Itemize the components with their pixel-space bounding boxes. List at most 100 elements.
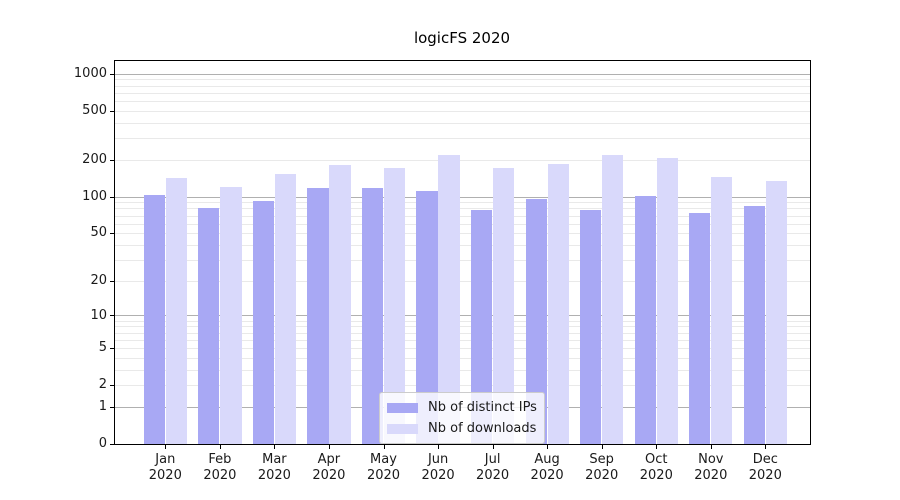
y-tick-label: 5 <box>98 340 107 355</box>
gridline-minor <box>115 101 810 102</box>
gridline-minor <box>115 216 810 217</box>
x-tick-label: Jun 2020 <box>421 452 455 483</box>
y-tickmark <box>110 281 114 282</box>
x-tickmark <box>165 445 167 449</box>
gridline-minor <box>115 160 810 161</box>
x-tickmark <box>438 445 440 449</box>
y-tickmark <box>110 444 114 445</box>
bar-downloads-jan <box>165 178 187 444</box>
gridline-minor <box>115 348 810 349</box>
x-tick-label: Feb 2020 <box>203 452 237 483</box>
legend-swatch-distinct-ips <box>387 402 418 413</box>
y-tickmark <box>110 385 114 386</box>
bar-distinct-ips-jun <box>416 190 438 444</box>
gridline-major <box>115 315 810 316</box>
y-tick-label: 2 <box>98 377 107 393</box>
legend: Nb of distinct IPs Nb of downloads <box>379 392 545 444</box>
x-tick-label: Jan 2020 <box>148 452 182 483</box>
gridline-major <box>115 74 810 75</box>
gridline-minor <box>115 358 810 359</box>
bar-distinct-ips-dec <box>743 205 765 444</box>
y-tick-label: 1000 <box>73 65 107 81</box>
x-tick-label: Aug 2020 <box>530 452 564 483</box>
gridline-minor <box>115 208 810 209</box>
gridline-minor <box>115 86 810 87</box>
gridline-minor <box>115 326 810 327</box>
y-tick-label: 0 <box>98 436 107 451</box>
gridline-minor <box>115 202 810 203</box>
bar-distinct-ips-mar <box>252 201 274 444</box>
y-tick-label: 100 <box>82 188 107 204</box>
bar-distinct-ips-jul <box>470 209 493 444</box>
bar-downloads-mar <box>274 173 297 444</box>
legend-label-distinct-ips: Nb of distinct IPs <box>428 400 537 415</box>
bar-downloads-aug <box>547 163 569 444</box>
x-tick-label: Jul 2020 <box>476 452 510 483</box>
bar-downloads-sep <box>602 154 624 444</box>
x-tickmark <box>656 445 658 449</box>
gridline-minor <box>115 333 810 334</box>
x-tick-label: Oct 2020 <box>639 452 673 483</box>
axis-spine-left <box>114 60 115 445</box>
bar-downloads-dec <box>765 181 787 444</box>
axis-spine-top <box>114 60 811 61</box>
bar-downloads-jul <box>493 167 515 444</box>
x-tickmark <box>765 445 767 449</box>
bar-distinct-ips-sep <box>580 209 602 444</box>
x-tick-label: Nov 2020 <box>694 452 728 483</box>
y-tickmark <box>110 160 114 161</box>
gridline-minor <box>115 340 810 341</box>
y-tickmark <box>110 233 114 234</box>
gridline-minor <box>115 224 810 225</box>
bar-downloads-may <box>383 167 406 444</box>
gridline-minor <box>115 93 810 94</box>
bar-distinct-ips-nov <box>689 213 711 444</box>
gridline-minor <box>115 385 810 386</box>
x-tick-label: May 2020 <box>366 452 401 483</box>
gridline-minor <box>115 111 810 112</box>
bar-distinct-ips-oct <box>634 195 656 444</box>
gridline-minor <box>115 260 810 261</box>
bar-distinct-ips-feb <box>198 207 220 444</box>
legend-item-downloads: Nb of downloads <box>387 418 536 439</box>
y-tick-label: 200 <box>82 151 107 167</box>
gridline-minor <box>115 245 810 246</box>
x-tickmark <box>219 445 221 449</box>
bar-distinct-ips-apr <box>307 188 329 444</box>
y-tickmark <box>110 348 114 349</box>
x-tickmark <box>328 445 330 449</box>
x-tick-label: Dec 2020 <box>748 452 782 483</box>
x-tickmark <box>601 445 603 449</box>
chart-title: logicFS 2020 <box>413 29 511 47</box>
y-tickmark <box>110 111 114 112</box>
y-tick-label: 10 <box>90 307 107 323</box>
y-tickmark <box>110 197 114 198</box>
gridline-minor <box>115 138 810 139</box>
y-tick-label: 1 <box>98 398 107 414</box>
bar-downloads-nov <box>711 176 733 444</box>
gridline-minor <box>115 321 810 322</box>
bar-downloads-apr <box>329 164 351 444</box>
y-tickmark <box>110 315 114 316</box>
x-tickmark <box>547 445 549 449</box>
x-tickmark <box>492 445 494 449</box>
y-tickmark <box>110 407 114 408</box>
legend-label-downloads: Nb of downloads <box>428 421 537 436</box>
bar-downloads-feb <box>220 186 242 444</box>
y-tickmark <box>110 74 114 75</box>
x-tickmark <box>383 445 385 449</box>
bar-distinct-ips-aug <box>525 198 547 444</box>
x-tick-label: Apr 2020 <box>312 452 346 483</box>
axis-spine-bottom <box>114 444 811 445</box>
gridline-minor <box>115 79 810 80</box>
gridline-minor <box>115 370 810 371</box>
bar-distinct-ips-may <box>361 187 384 444</box>
gridline-minor <box>115 123 810 124</box>
gridline-minor <box>115 281 810 282</box>
axis-spine-right <box>810 60 811 445</box>
bar-downloads-jun <box>438 154 460 444</box>
legend-swatch-downloads <box>387 423 418 434</box>
x-tick-label: Sep 2020 <box>585 452 619 483</box>
bar-downloads-oct <box>656 158 678 444</box>
